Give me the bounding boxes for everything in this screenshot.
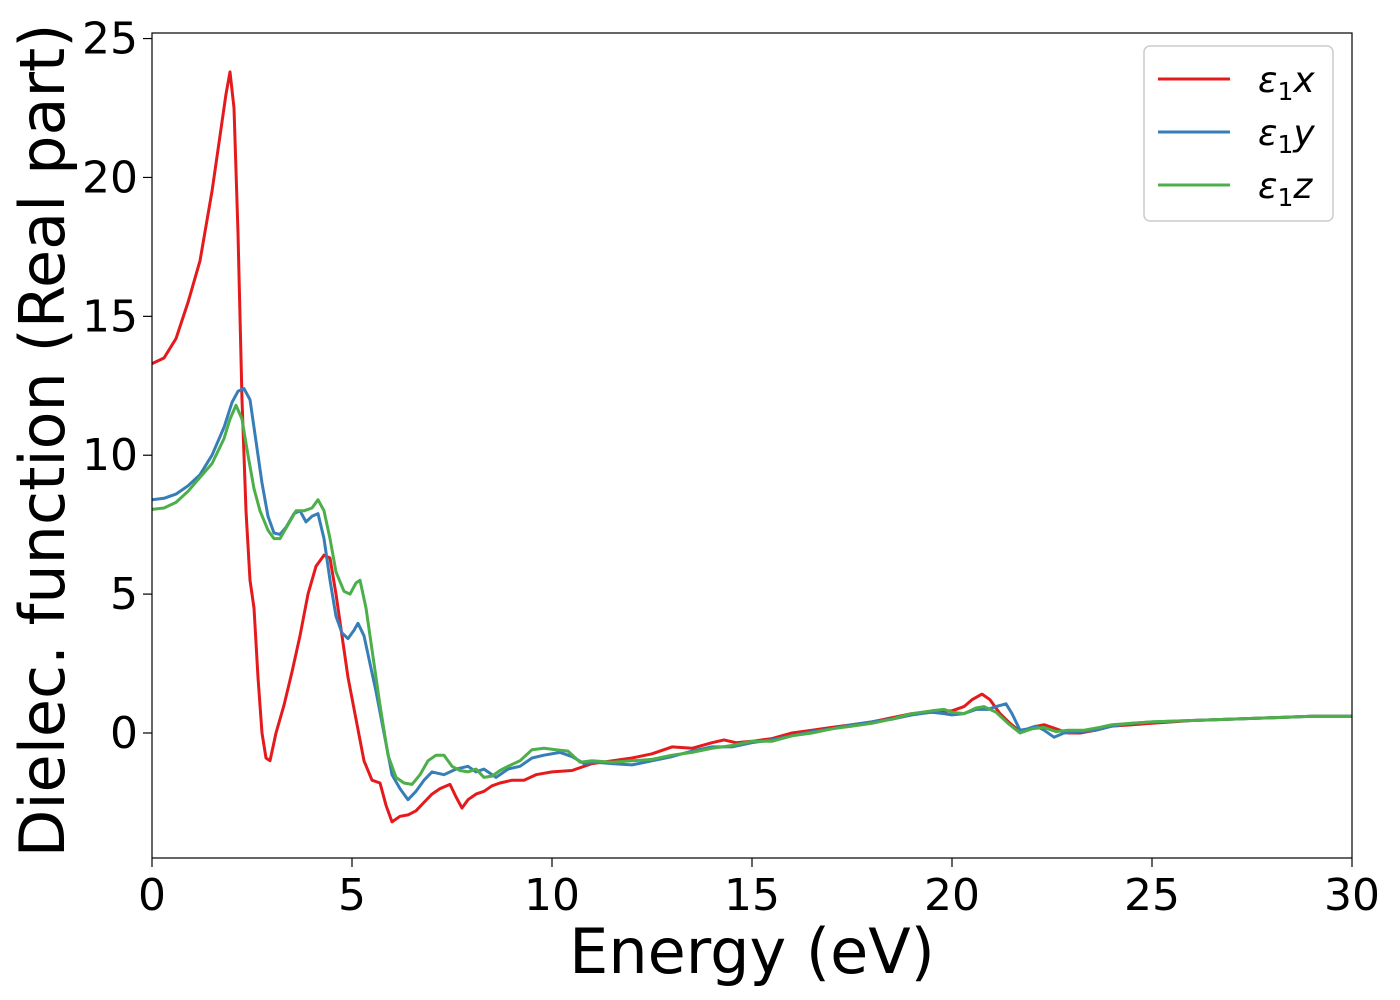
series-layer	[152, 70, 1352, 824]
series-line-1	[152, 70, 1352, 824]
y-tick-label: 0	[110, 708, 138, 759]
x-tick-label: 25	[1124, 870, 1180, 921]
x-tick-label: 20	[924, 870, 980, 921]
x-axis: 0 5 10 15 20 25 30	[138, 858, 1380, 921]
y-tick-label: 20	[82, 152, 138, 203]
x-tick-label: 30	[1324, 870, 1380, 921]
y-axis-title: Dielec. function (Real part)	[6, 24, 79, 858]
plot-area	[151, 32, 1353, 859]
series-line-3	[152, 403, 1352, 786]
legend-box	[1143, 45, 1334, 222]
y-tick-label: 25	[82, 14, 138, 65]
x-tick-label: 5	[338, 870, 366, 921]
y-tick-label: 15	[82, 291, 138, 342]
x-tick-label: 15	[724, 870, 780, 921]
y-tick-label: 5	[110, 569, 138, 620]
y-tick-label: 10	[82, 430, 138, 481]
x-tick-label: 10	[524, 870, 580, 921]
x-axis-title: Energy (eV)	[569, 915, 935, 988]
x-tick-label: 0	[138, 870, 166, 921]
y-axis: 0 5 10 15 20 25	[82, 14, 152, 759]
